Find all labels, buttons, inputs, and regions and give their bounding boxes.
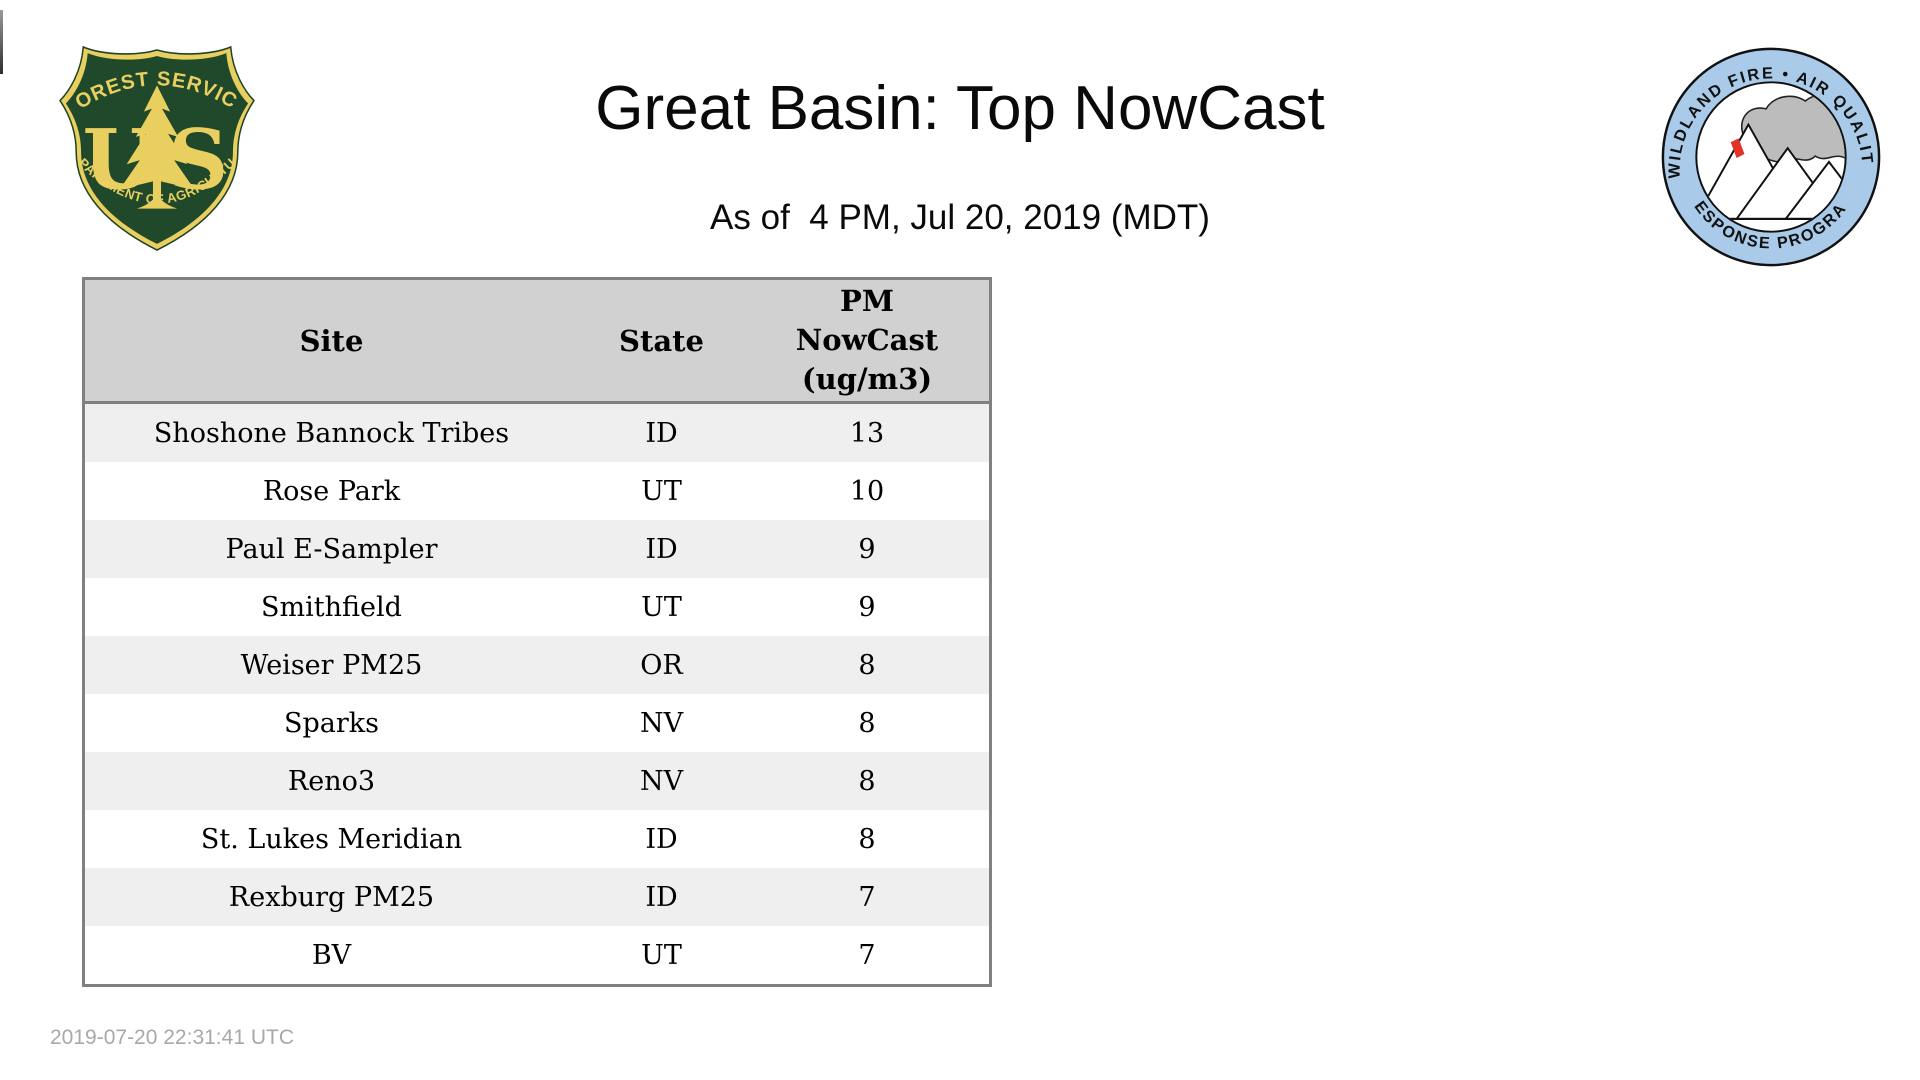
cell-site: Weiser PM25 [240,649,423,681]
column-header-state: State [619,323,704,358]
cell-state: ID [645,881,678,913]
table-row: Rose Park UT 10 [85,462,989,520]
forest-service-logo: U S FOREST SERVICE DEPARTMENT OF AGRICUL… [56,40,255,251]
table-row: Rexburg PM25 ID 7 [85,868,989,926]
table-header-row: Site State PM NowCast (ug/m3) [85,280,989,404]
cell-pm-nowcast: 8 [858,765,876,797]
cell-state: ID [645,823,678,855]
cell-site: Rose Park [262,475,401,507]
air-quality-program-logo: WILDLAND FIRE • AIR QUALITY RESPONSE PRO… [1658,44,1881,267]
cell-site: Smithfield [261,591,402,623]
page-title: Great Basin: Top NowCast [595,74,1325,143]
column-header-site: Site [299,323,364,358]
cell-state: UT [641,591,682,623]
shield-letter-s: S [169,110,229,208]
page-subtitle: As of 4 PM, Jul 20, 2019 (MDT) [710,198,1210,237]
cell-pm-nowcast: 13 [849,417,885,449]
table-rows: Shoshone Bannock Tribes ID 13 Rose Park … [85,404,989,984]
table-row: Reno3 NV 8 [85,752,989,810]
cell-pm-nowcast: 9 [858,533,876,565]
cell-site: St. Lukes Meridian [200,823,463,855]
table-row: Shoshone Bannock Tribes ID 13 [85,404,989,462]
cell-pm-nowcast: 9 [858,591,876,623]
table-row: Sparks NV 8 [85,694,989,752]
generation-timestamp: 2019-07-20 22:31:41 UTC [50,1026,294,1049]
table-row: Smithfield UT 9 [85,578,989,636]
column-header-pm-nowcast: PM NowCast (ug/m3) [745,282,989,399]
nowcast-table: Site State PM NowCast (ug/m3) Shoshone B… [82,277,992,987]
cell-site: Paul E-Sampler [225,533,438,565]
table-row: Weiser PM25 OR 8 [85,636,989,694]
cell-state: UT [641,475,682,507]
table-row: St. Lukes Meridian ID 8 [85,810,989,868]
cell-pm-nowcast: 7 [858,881,876,913]
pm-header-line-2: NowCast [795,323,939,357]
cell-pm-nowcast: 8 [858,823,876,855]
cell-pm-nowcast: 8 [858,707,876,739]
flame-mark [1730,138,1745,158]
pine-tree-icon [119,85,195,209]
cell-pm-nowcast: 10 [849,475,885,507]
table-row: BV UT 7 [85,926,989,984]
table-row: Paul E-Sampler ID 9 [85,520,989,578]
pm-header-line-3: (ug/m3) [801,362,933,396]
shield-letter-u: U [83,110,155,208]
cell-state: OR [640,649,683,681]
cell-site: Rexburg PM25 [228,881,435,913]
cell-state: UT [641,939,682,971]
cell-state: NV [639,765,684,797]
cell-state: NV [639,707,684,739]
cell-state: ID [645,533,678,565]
cell-site: Reno3 [287,765,376,797]
cell-site: BV [311,939,352,971]
cell-site: Sparks [283,707,379,739]
cell-site: Shoshone Bannock Tribes [153,417,510,449]
pm-header-line-1: PM [840,284,894,318]
screen-edge-artifact [0,10,3,74]
cell-pm-nowcast: 7 [858,939,876,971]
cell-state: ID [645,417,678,449]
cell-pm-nowcast: 8 [858,649,876,681]
